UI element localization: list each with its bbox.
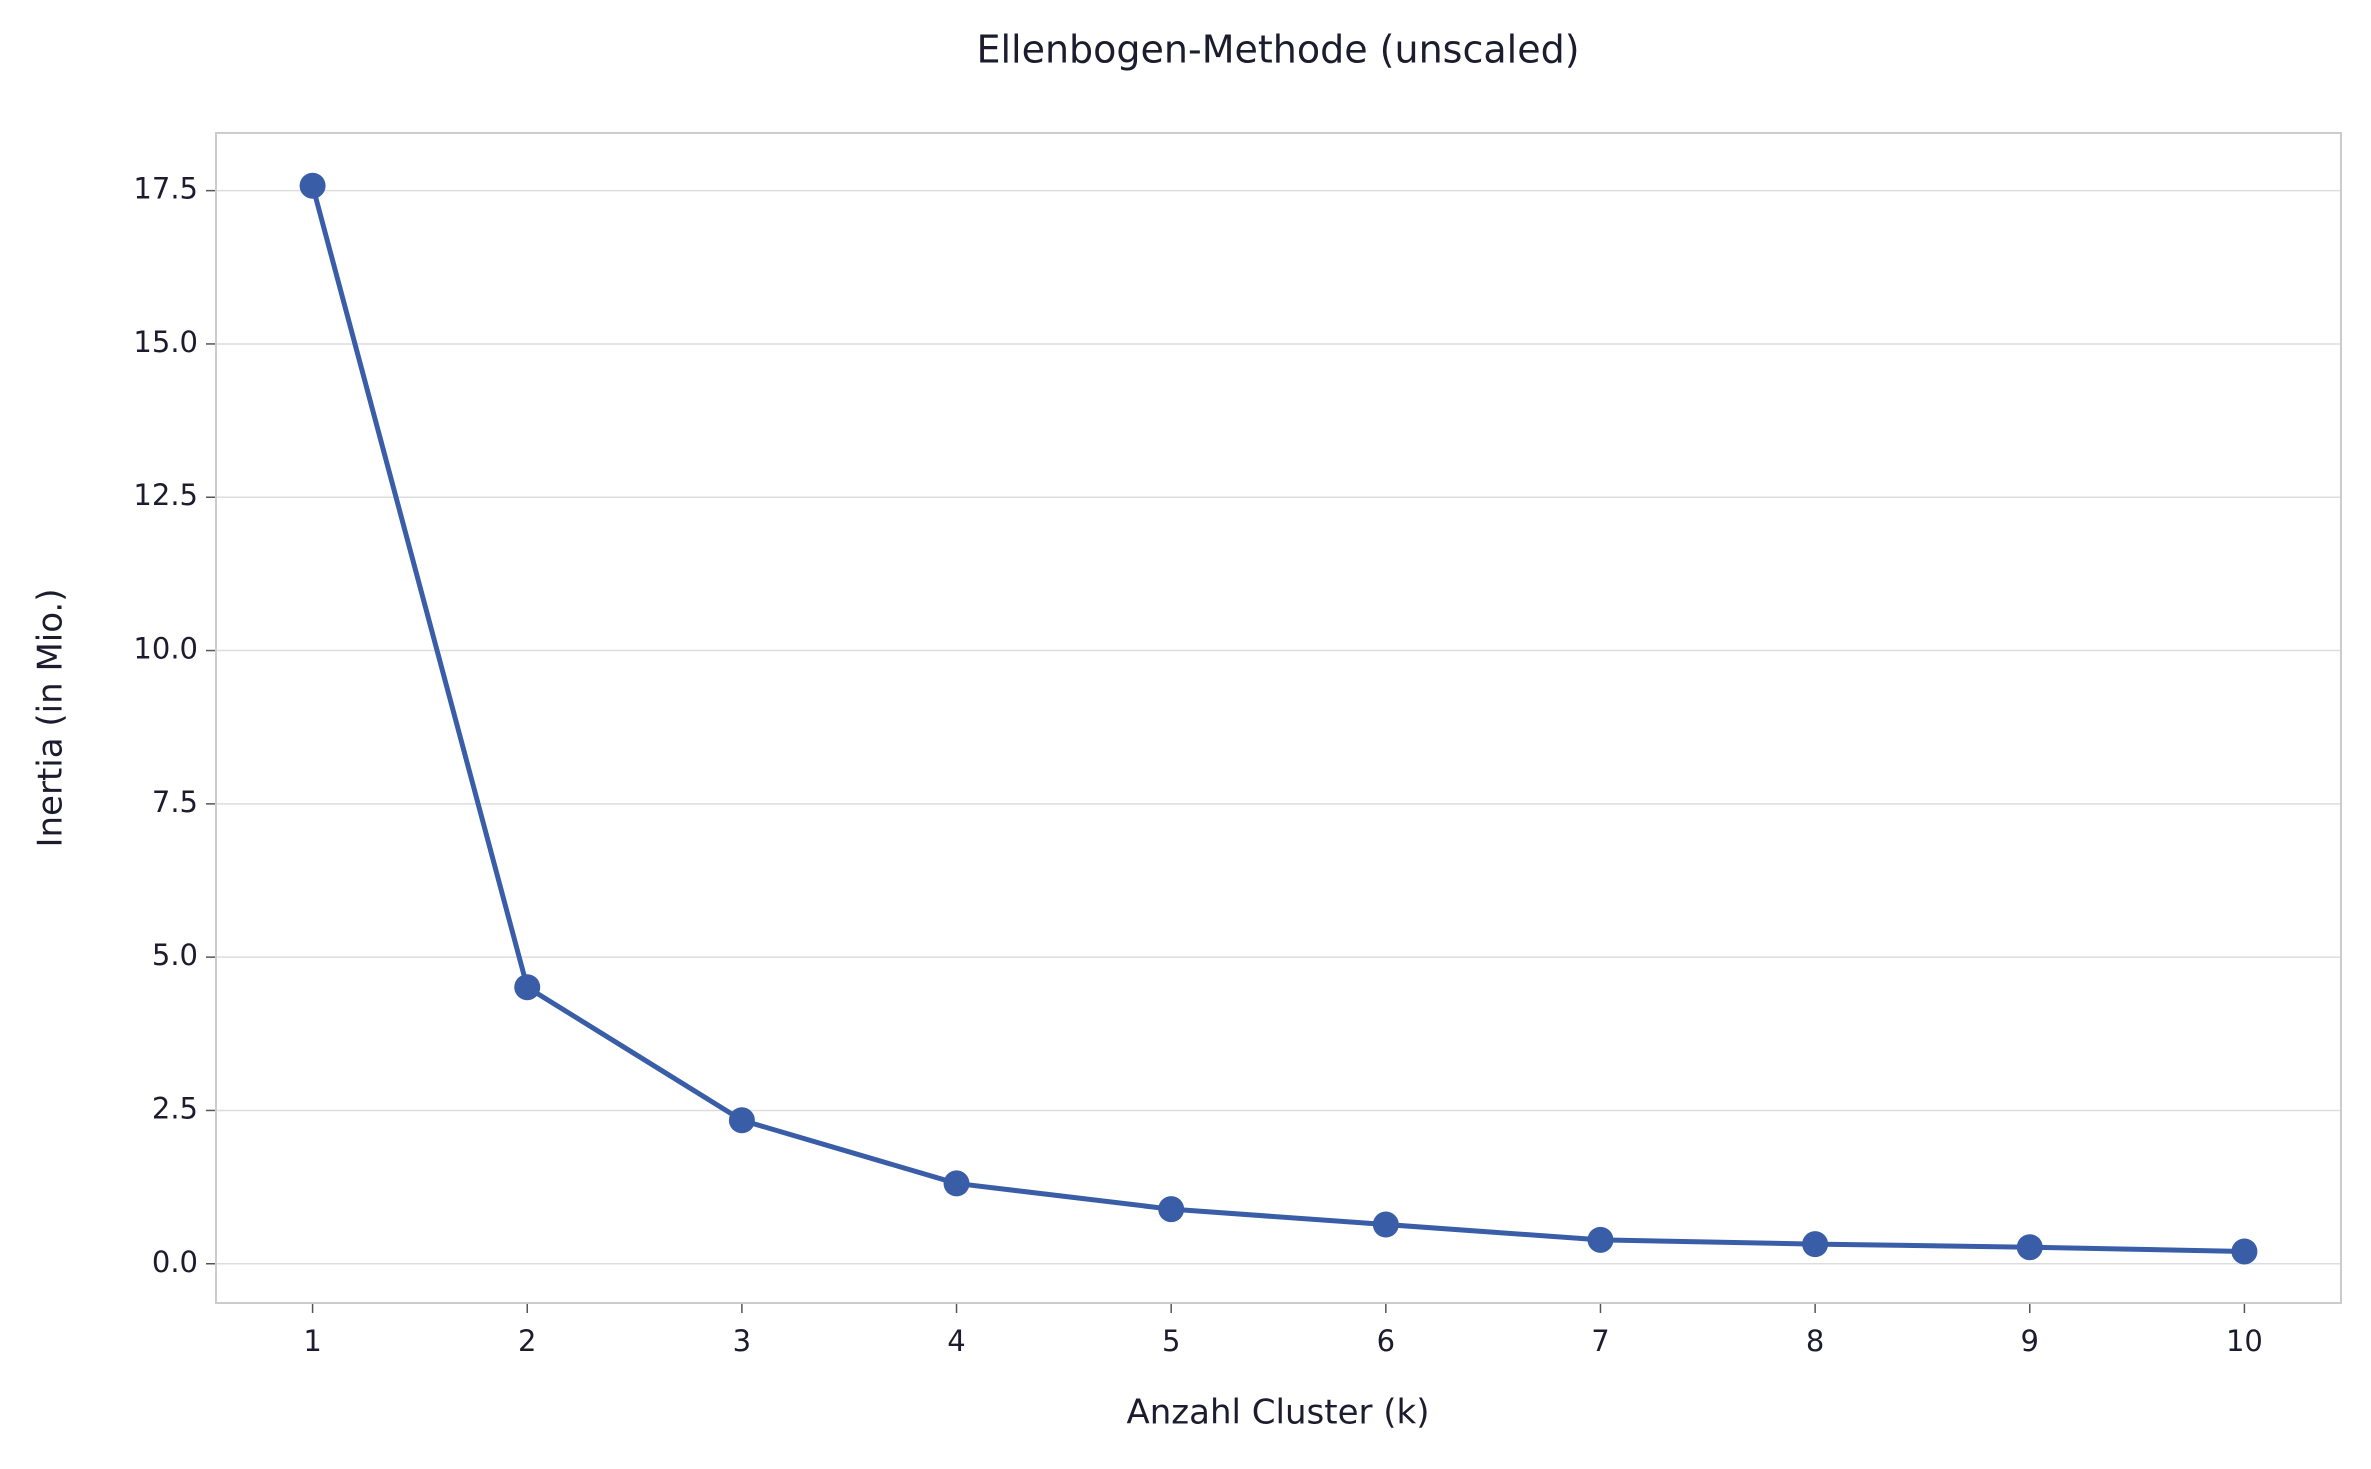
y-tick-label: 2.5 [152,1091,198,1125]
y-tick-label: 5.0 [152,938,198,972]
x-tick-label: 2 [518,1324,536,1358]
marker [2231,1238,2258,1265]
marker [2016,1234,2043,1261]
marker [1802,1231,1829,1258]
y-tick-label: 0.0 [152,1245,198,1279]
x-tick-label: 10 [2226,1324,2263,1358]
chart-title: Ellenbogen-Methode (unscaled) [976,28,1579,72]
x-tick-label: 3 [733,1324,751,1358]
x-tick-label: 9 [2021,1324,2039,1358]
y-tick-label: 17.5 [133,172,198,206]
y-tick-label: 15.0 [133,325,198,359]
y-tick-label: 12.5 [133,478,198,512]
x-tick-label: 5 [1162,1324,1180,1358]
x-tick-label: 6 [1377,1324,1395,1358]
x-tick-label: 7 [1591,1324,1609,1358]
y-tick-label: 7.5 [152,785,198,819]
x-axis-label: Anzahl Cluster (k) [1127,1393,1430,1433]
y-tick-label: 10.0 [133,632,198,666]
plot-frame [215,132,2342,1304]
line [310,185,2245,1254]
marker [1158,1196,1185,1223]
marker [514,974,541,1001]
marker [943,1170,970,1197]
x-tick-label: 8 [1806,1324,1824,1358]
marker [1372,1211,1399,1238]
x-tick-label: 1 [303,1324,321,1358]
marker [299,172,326,199]
x-tick-label: 4 [947,1324,965,1358]
y-axis-label: Inertia (in Mio.) [31,588,71,847]
marker [1587,1226,1614,1253]
marker [728,1107,755,1134]
